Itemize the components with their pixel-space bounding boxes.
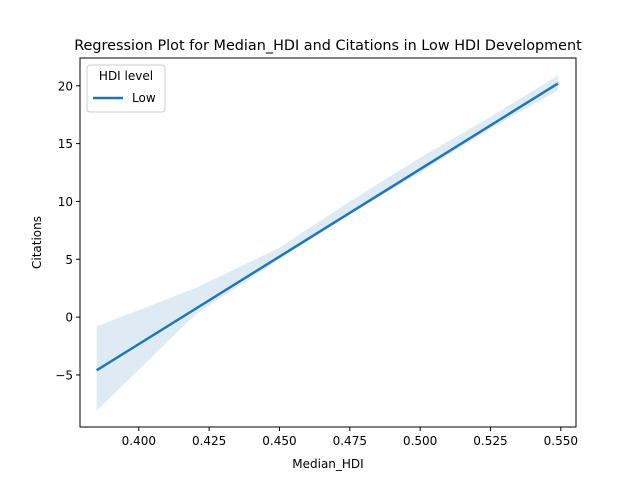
axes-frame [79, 57, 577, 428]
y-axis-label: Citations [30, 216, 44, 269]
x-axis-label: Median_HDI [292, 457, 363, 471]
y-tick-label: 0 [65, 311, 73, 325]
x-tick-label: 0.425 [192, 434, 226, 448]
regression-line-0 [95, 82, 559, 372]
x-tick-label: 0.500 [403, 434, 437, 448]
chart-title: Regression Plot for Median_HDI and Citat… [74, 38, 582, 54]
y-tick-label: 20 [58, 79, 73, 93]
y-tick-label: −5 [55, 368, 73, 382]
legend-label-low: Low [132, 91, 156, 105]
x-axis: 0.400 0.425 0.450 0.475 0.500 0.525 0.550 [122, 427, 578, 448]
y-axis: −5 0 5 10 15 20 [55, 79, 80, 382]
legend: HDI level Low [86, 64, 166, 113]
legend-title: HDI level [99, 69, 153, 83]
plot-area [95, 75, 559, 411]
x-tick-label: 0.525 [473, 434, 507, 448]
x-tick-label: 0.550 [544, 434, 578, 448]
x-tick-label: 0.475 [333, 434, 367, 448]
x-tick-label: 0.400 [122, 434, 156, 448]
y-tick-label: 5 [65, 253, 73, 267]
x-tick-label: 0.450 [262, 434, 296, 448]
y-tick-label: 10 [58, 195, 73, 209]
legend-box [86, 64, 166, 113]
y-tick-label: 15 [58, 137, 73, 151]
confidence-band-0 [96, 75, 558, 411]
